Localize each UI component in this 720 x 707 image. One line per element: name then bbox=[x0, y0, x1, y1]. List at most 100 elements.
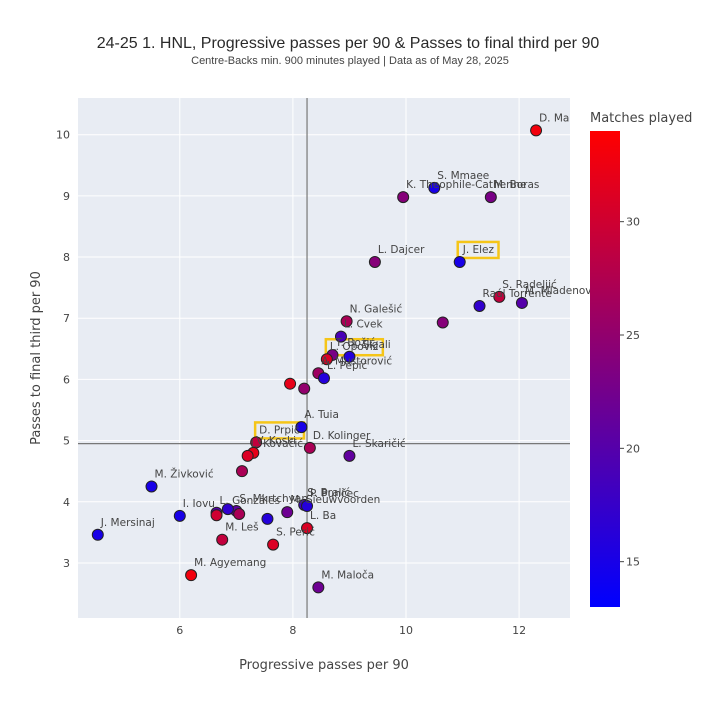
point-a-tuia bbox=[295, 421, 308, 434]
point-m-boras bbox=[484, 191, 497, 204]
point-label-l-kovacic: L. Kovačić bbox=[251, 438, 304, 450]
point-l-kovacic bbox=[241, 449, 254, 462]
point-label-l-skaricic: L. Skaričić bbox=[352, 438, 405, 450]
point-label-s-mmaee: S. Mmaee bbox=[437, 170, 489, 182]
point-label-m-zivkovic: M. Živković bbox=[155, 467, 214, 480]
point-s-radeljic bbox=[493, 290, 506, 303]
point-j-mersinaj bbox=[91, 528, 104, 541]
colorbar-tick-label: 25 bbox=[626, 329, 640, 342]
point-label-v-koski: V. Koski bbox=[256, 435, 296, 447]
point-label-n-galesic: N. Galešić bbox=[350, 303, 403, 315]
point-label-l-ba: L. Ba bbox=[310, 510, 336, 522]
point-m-zivkovic bbox=[145, 480, 158, 493]
point-label-k-theophile-catherine: K. Theophile-Catherine bbox=[406, 179, 526, 191]
x-axis-label: Progressive passes per 90 bbox=[239, 658, 409, 673]
colorbar-ticks: 15 20 25 30 bbox=[620, 216, 640, 569]
point-label-l-opovic: L. Opović bbox=[330, 341, 379, 353]
point-s-mmaee bbox=[428, 181, 441, 194]
point-n-maric bbox=[236, 465, 248, 478]
point-l-opovic bbox=[320, 353, 333, 366]
point-label-l-dajcer: L. Dajcer bbox=[378, 244, 425, 256]
point-label-m-les: M. Leš bbox=[225, 522, 258, 534]
point-label-s-radeljic: S. Radeljić bbox=[502, 279, 557, 291]
chart-subtitle: Centre-Backs min. 900 minutes played | D… bbox=[191, 55, 509, 67]
y-tick-label: 5 bbox=[63, 435, 70, 448]
x-tick-label: 10 bbox=[399, 624, 413, 637]
y-tick-labels: 3 4 5 6 7 8 9 10 bbox=[56, 129, 70, 570]
x-tick-label: 6 bbox=[176, 624, 183, 637]
point-s-peric bbox=[267, 538, 280, 551]
y-tick-label: 9 bbox=[63, 190, 70, 203]
point-label-i-sigali: I. Sigali bbox=[352, 339, 390, 351]
point-label-m-sieuwvoorden: M. Sieuwvoorden bbox=[290, 494, 380, 506]
point-label-d-prpic: D. Prpić bbox=[259, 424, 300, 436]
x-tick-label: 12 bbox=[512, 624, 526, 637]
point-p-puncec bbox=[301, 500, 314, 513]
point-m-sieuwvoorden bbox=[281, 506, 294, 519]
point-n-galesic bbox=[340, 315, 353, 328]
point-label-d-kolinger: D. Kolinger bbox=[313, 430, 371, 442]
point-label-j-elez: J. Elez bbox=[462, 244, 495, 256]
y-tick-label: 8 bbox=[63, 251, 70, 264]
point-raul-torrente bbox=[473, 300, 486, 312]
point-label-i-iovu: I. Iovu bbox=[183, 498, 215, 510]
point-label-m-maloca: M. Maloča bbox=[321, 569, 374, 581]
point-m-maloca bbox=[312, 581, 325, 594]
x-tick-label: 8 bbox=[289, 624, 296, 637]
point-m-pjaca bbox=[436, 316, 449, 329]
point-label-a-mustorovic: A. Mustorović bbox=[321, 355, 392, 367]
point-label-d-mitrovic: D. Ma bbox=[539, 112, 569, 124]
colorbar-tick-label: 15 bbox=[626, 556, 640, 569]
point-label-raul-torrente: Raúl Torrente bbox=[483, 288, 552, 300]
y-tick-label: 10 bbox=[56, 129, 70, 142]
point-label-m-agyemang: M. Agyemang bbox=[194, 557, 266, 569]
point-j-karlo bbox=[221, 503, 234, 516]
point-label-m-boras: M. Boras bbox=[494, 179, 540, 191]
point-label-l-gonzales: L. Gonzáles bbox=[220, 495, 281, 507]
point-m-agyemang bbox=[185, 569, 198, 582]
point-l-ba bbox=[301, 522, 314, 535]
point-d-kolinger bbox=[303, 441, 316, 454]
point-m-fucek bbox=[284, 377, 297, 390]
chart-title: 24-25 1. HNL, Progressive passes per 90 … bbox=[97, 35, 600, 52]
point-label-s-mkrtchyan: S. Mkrtchyan bbox=[239, 493, 308, 505]
point-l-skaricic bbox=[343, 449, 356, 462]
colorbar-tick-label: 30 bbox=[626, 216, 640, 229]
point-label-a-tuia: A. Tuia bbox=[304, 409, 339, 421]
point-label-l-cvek: L. Cvek bbox=[344, 319, 384, 331]
point-d-mitrovic bbox=[530, 124, 543, 137]
point-m-les bbox=[216, 533, 229, 546]
point-i-ivusic bbox=[210, 509, 223, 522]
x-tick-labels: 6 8 10 12 bbox=[176, 624, 526, 637]
point-k-theophile-catherine bbox=[397, 191, 410, 204]
colorbar-tick-label: 20 bbox=[626, 442, 640, 455]
y-tick-label: 4 bbox=[63, 496, 70, 509]
point-m-sirovica bbox=[233, 508, 246, 520]
y-tick-label: 7 bbox=[63, 312, 70, 325]
point-label-t-bozic: T. Božić bbox=[334, 337, 375, 349]
colorbar-title: Matches played bbox=[590, 111, 692, 126]
y-tick-label: 3 bbox=[63, 557, 70, 570]
point-i-sigali bbox=[343, 350, 356, 363]
point-j-elez bbox=[453, 255, 466, 268]
point-label-j-mersinaj: J. Mersinaj bbox=[100, 517, 155, 529]
highlight-box bbox=[456, 240, 500, 260]
point-i-iovu bbox=[173, 509, 186, 522]
point-label-s-peric: S. Perić bbox=[276, 527, 315, 539]
point-m-schuurs bbox=[261, 512, 274, 525]
point-l-pepic bbox=[318, 372, 330, 385]
point-label-m-mladenovski: M. Mladenovski bbox=[525, 285, 606, 297]
y-axis-label: Passes to final third per 90 bbox=[29, 271, 44, 445]
colorbar bbox=[590, 131, 620, 607]
point-label-s-bralic: S. Bralić bbox=[307, 487, 350, 499]
point-l-cvek bbox=[334, 330, 347, 343]
point-p-bockaj bbox=[298, 382, 311, 395]
point-label-l-pepic: L. Pepić bbox=[327, 360, 368, 372]
point-l-dajcer bbox=[368, 255, 381, 268]
point-label-p-puncec: P. Punčec bbox=[310, 488, 359, 500]
point-m-mladenovski bbox=[515, 296, 528, 309]
data-points bbox=[91, 124, 543, 594]
y-tick-label: 6 bbox=[63, 373, 70, 386]
